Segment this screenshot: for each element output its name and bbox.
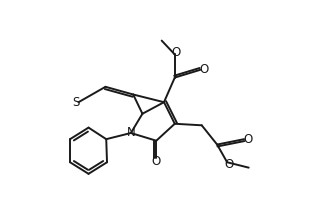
Text: O: O — [151, 155, 160, 168]
Text: O: O — [200, 63, 208, 76]
Text: O: O — [224, 158, 233, 171]
Text: N: N — [127, 126, 136, 139]
Text: O: O — [172, 46, 181, 59]
Text: O: O — [243, 133, 253, 146]
Text: S: S — [72, 96, 80, 109]
